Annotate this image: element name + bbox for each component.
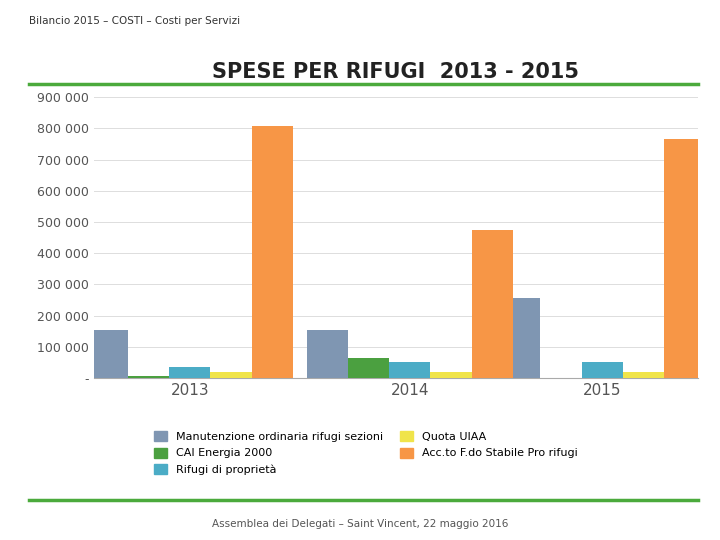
Bar xyxy=(499,299,540,378)
Bar xyxy=(348,357,389,378)
Bar xyxy=(128,376,169,378)
Text: Assemblea dei Delegati – Saint Vincent, 22 maggio 2016: Assemblea dei Delegati – Saint Vincent, … xyxy=(212,519,508,529)
Bar xyxy=(582,362,623,378)
Bar xyxy=(664,139,706,378)
Bar xyxy=(169,367,210,378)
Bar xyxy=(389,362,431,378)
Bar xyxy=(86,329,128,378)
Bar xyxy=(210,373,252,378)
Bar xyxy=(623,373,664,378)
Legend: Manutenzione ordinaria rifugi sezioni, CAI Energia 2000, Rifugi di proprietà, Qu: Manutenzione ordinaria rifugi sezioni, C… xyxy=(149,427,582,479)
Bar xyxy=(252,126,293,378)
Text: Bilancio 2015 – COSTI – Costi per Servizi: Bilancio 2015 – COSTI – Costi per Serviz… xyxy=(29,16,240,26)
Title: SPESE PER RIFUGI  2013 - 2015: SPESE PER RIFUGI 2013 - 2015 xyxy=(212,62,580,82)
Bar xyxy=(307,329,348,378)
Bar xyxy=(431,373,472,378)
Bar xyxy=(472,230,513,378)
